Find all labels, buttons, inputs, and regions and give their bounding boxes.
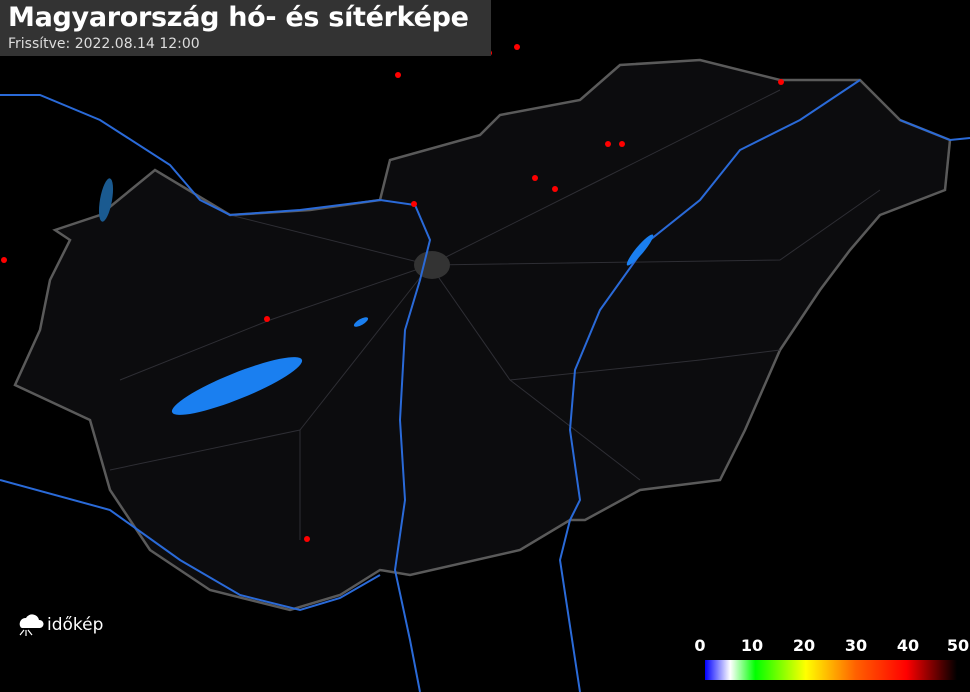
marker — [1, 257, 7, 263]
marker — [532, 175, 538, 181]
sajo-river — [899, 119, 970, 142]
marker — [395, 72, 401, 78]
logo-text: időkép — [47, 615, 104, 635]
page-title: Magyarország hó- és sítérképe — [8, 2, 469, 33]
marker — [514, 44, 520, 50]
drava-river — [0, 479, 381, 612]
marker — [619, 141, 625, 147]
legend-color-bar — [705, 660, 957, 680]
budapest-area — [414, 251, 450, 279]
legend-tick: 40 — [896, 636, 920, 655]
marker — [605, 141, 611, 147]
roads — [109, 89, 881, 540]
marker — [552, 186, 558, 192]
idokep-logo[interactable]: időkép — [16, 612, 103, 638]
marker — [778, 79, 784, 85]
updated-timestamp: Frissítve: 2022.08.14 12:00 — [8, 36, 200, 52]
lake-neusiedl — [98, 178, 114, 222]
legend-tick: 30 — [844, 636, 868, 655]
tisza-river — [558, 79, 861, 692]
marker — [304, 536, 310, 542]
lake-balaton — [171, 357, 303, 415]
snow-depth-legend: 0 10 20 30 40 50 — [694, 636, 969, 680]
cloud-sun-icon — [19, 614, 44, 636]
marker — [264, 316, 270, 322]
header: Magyarország hó- és sítérképe Frissítve:… — [0, 0, 491, 56]
legend-tick: 20 — [792, 636, 816, 655]
legend-tick: 50 — [946, 636, 970, 655]
legend-tick: 0 — [694, 636, 706, 655]
lake-tisza — [626, 234, 654, 266]
lake-velence — [353, 317, 369, 327]
country-area — [13, 58, 952, 612]
legend-tick: 10 — [740, 636, 764, 655]
marker — [411, 201, 417, 207]
